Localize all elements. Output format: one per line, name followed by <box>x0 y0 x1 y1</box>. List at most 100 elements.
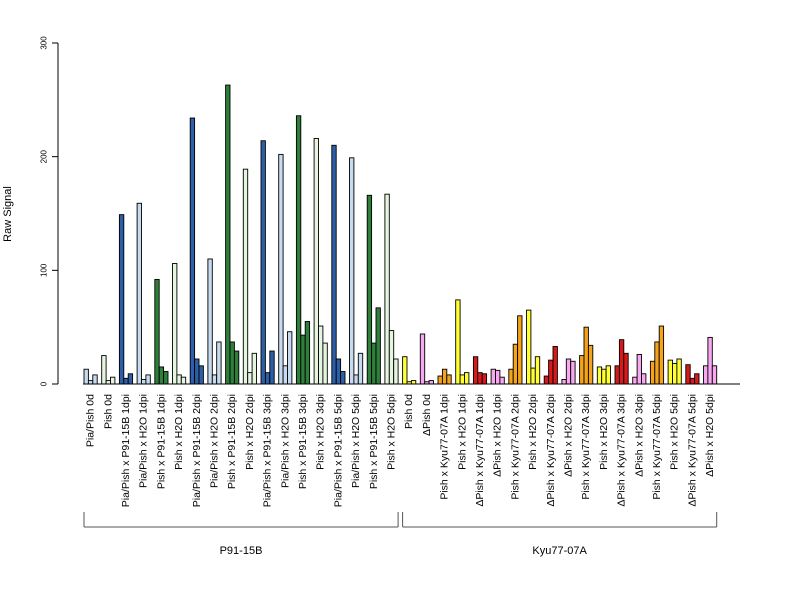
bar <box>198 365 204 385</box>
bar <box>158 366 165 385</box>
bar <box>225 84 231 385</box>
bar <box>335 358 342 385</box>
bar <box>375 307 381 385</box>
y-tick-label: 0 <box>40 381 49 386</box>
bar <box>618 339 625 385</box>
category-label: ΔPish x Kyu77-07A 1dpi <box>474 394 486 507</box>
bar <box>689 377 696 385</box>
category-label: Pish x P91-15B 2dpi <box>226 394 238 489</box>
bar <box>136 202 142 385</box>
bar <box>649 360 656 385</box>
bar <box>441 368 448 385</box>
category-label: Pish x Kyu77-07A 2dpi <box>509 394 521 500</box>
bar <box>579 355 585 385</box>
bar <box>260 140 266 385</box>
bar <box>357 352 364 385</box>
bar <box>561 379 567 385</box>
category-label: ΔPish x Kyu77-07A 3dpi <box>616 394 628 507</box>
bar <box>641 373 647 385</box>
bar <box>180 376 187 385</box>
bar <box>216 341 222 385</box>
bar <box>388 330 395 385</box>
bar <box>601 368 607 385</box>
bar <box>269 350 275 385</box>
bar <box>110 376 116 385</box>
group-label: P91-15B <box>220 545 263 557</box>
bar <box>437 375 443 385</box>
bar <box>672 363 678 385</box>
category-label: Pish x H2O 5dpi <box>669 394 681 470</box>
bar <box>105 380 111 385</box>
bar <box>654 341 660 385</box>
bar <box>87 380 94 385</box>
bar <box>552 346 558 385</box>
x-axis: Pia/Pish 0d Pish 0d Pia/Pish x P91-15B 1dp… <box>83 383 740 507</box>
bar <box>658 325 665 385</box>
y-axis-label: Raw Signal <box>2 186 14 242</box>
bar <box>605 365 611 385</box>
bar <box>233 350 240 385</box>
group-label: Kyu77-07A <box>532 545 587 557</box>
category-label: Pish 0d <box>403 394 415 429</box>
bar <box>526 309 532 385</box>
bar <box>508 368 514 385</box>
bar <box>570 360 576 385</box>
bar <box>587 344 594 385</box>
category-label: Pia/Pish x P91-15B 1dpi <box>120 394 132 507</box>
category-label: ΔPish x H2O 5dpi <box>704 394 716 477</box>
category-label: Pish x Kyu77-07A 5dpi <box>651 394 663 500</box>
category-label: ΔPish 0d <box>421 394 433 436</box>
bar <box>495 369 501 385</box>
bar <box>349 157 355 385</box>
bar <box>459 374 465 385</box>
bar <box>123 377 129 385</box>
bars <box>83 84 718 385</box>
bar <box>614 365 620 385</box>
bar <box>548 359 554 385</box>
bar <box>703 365 709 385</box>
category-label: Pish x H2O 1dpi <box>173 394 185 470</box>
bar <box>141 379 147 385</box>
bar <box>676 358 682 385</box>
y-tick-label: 200 <box>40 149 49 163</box>
bar <box>472 356 479 385</box>
bar <box>282 365 288 385</box>
bar <box>477 372 483 385</box>
y-axis: 0 100 200 300 <box>40 36 59 386</box>
category-label: Pish x Kyu77-07A 3dpi <box>580 394 592 500</box>
bar <box>304 321 311 385</box>
bar <box>366 194 373 385</box>
bar <box>371 342 377 385</box>
category-label: Pish x Kyu77-07A 1dpi <box>439 394 451 500</box>
category-label: Pia/Pish x H2O 2dpi <box>209 394 221 488</box>
bar <box>247 372 253 385</box>
bar <box>313 138 319 385</box>
bar <box>512 343 519 385</box>
bar <box>685 364 691 385</box>
category-label: Pish x H2O 1dpi <box>456 394 468 470</box>
bar <box>176 374 182 385</box>
category-label: Pish x H2O 2dpi <box>527 394 539 470</box>
bar <box>83 368 89 385</box>
category-label: Pish 0d <box>102 394 114 429</box>
bar <box>402 356 408 385</box>
category-label: ΔPish x Kyu77-07A 5dpi <box>686 394 698 507</box>
bar <box>464 372 470 385</box>
bar <box>481 373 488 385</box>
bar <box>446 374 452 385</box>
bar <box>194 358 200 385</box>
bar <box>287 331 293 385</box>
bar <box>322 342 328 385</box>
group-brackets: P91-15B Kyu77-07A <box>83 512 718 557</box>
category-label: Pia/Pish x H2O 5dpi <box>350 394 362 488</box>
bar <box>251 352 257 385</box>
bar <box>384 193 390 385</box>
bar <box>410 380 417 385</box>
bar <box>340 371 346 385</box>
category-label: Pish x H2O 3dpi <box>598 394 610 470</box>
y-tick-label: 300 <box>40 36 49 50</box>
category-label: Pia/Pish x P91-15B 2dpi <box>191 394 203 507</box>
bar <box>711 365 718 385</box>
